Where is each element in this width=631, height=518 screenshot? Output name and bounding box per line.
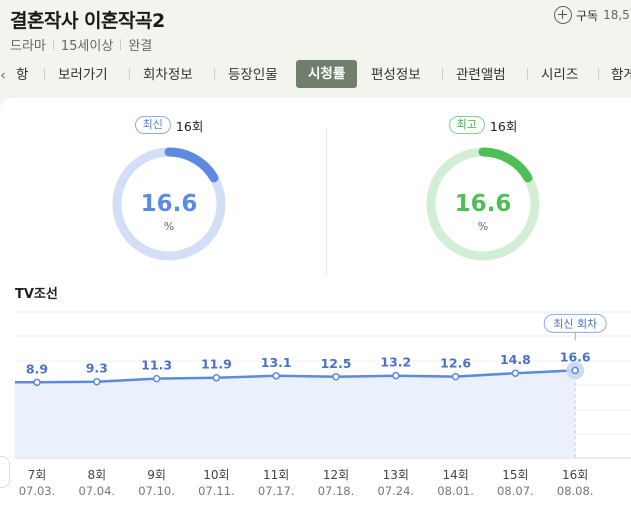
data-label: 16.6	[560, 349, 591, 364]
best-episode: 16회	[489, 118, 518, 134]
program-meta: 드라마 15세이상 완결	[10, 35, 152, 54]
card-divider	[326, 128, 327, 276]
tab-divider	[527, 68, 528, 81]
x-tick-label: 14회	[442, 468, 469, 482]
tab-schedule[interactable]: 편성정보	[371, 67, 421, 83]
latest-callout-label: 최신 회차	[553, 317, 597, 330]
latest-badge: 최신	[134, 116, 171, 134]
tab-partial[interactable]: 항	[16, 67, 29, 83]
tab-divider	[44, 68, 45, 81]
age-rating-label: 15세이상	[60, 39, 114, 54]
data-point	[332, 373, 340, 381]
x-tick-date: 08.07.	[497, 484, 534, 498]
tab-divider	[598, 68, 599, 81]
data-point	[33, 378, 41, 387]
tab-episode-info[interactable]: 회차정보	[143, 67, 193, 83]
meta-divider	[120, 39, 122, 50]
tab-divider	[442, 68, 443, 81]
x-tick-label: 13회	[382, 468, 409, 482]
best-badge: 최고	[448, 116, 485, 134]
subscribe-button[interactable]: 구독 18,5	[554, 6, 630, 24]
latest-rating-header: 최신 16회	[89, 115, 249, 135]
x-tick-label: 10회	[203, 468, 230, 482]
data-point	[571, 366, 579, 375]
program-title: 결혼작사 이혼작곡2	[10, 10, 165, 32]
tab-watch[interactable]: 보러가기	[58, 67, 108, 83]
data-label: 14.8	[500, 352, 531, 367]
data-point	[93, 377, 101, 386]
x-tick-date: 07.04.	[78, 484, 116, 498]
data-label: 12.5	[321, 356, 352, 371]
subscribe-label: 구독	[576, 8, 599, 23]
data-label: 13.2	[380, 355, 411, 370]
x-tick-date: 08.08.	[556, 484, 594, 498]
chevron-left-icon[interactable]: ‹	[0, 66, 6, 84]
latest-donut: 16.6 %	[112, 147, 226, 261]
x-tick-date: 07.17.	[257, 484, 295, 498]
x-tick-label: 8회	[87, 468, 107, 482]
program-header: 결혼작사 이혼작곡2 드라마 15세이상 완결 구독 18,5 ‹ 항 보러가기…	[0, 0, 631, 98]
tab-divider	[129, 68, 130, 81]
data-point	[212, 373, 221, 382]
best-donut: 16.6 %	[426, 147, 540, 261]
latest-rating-value: 16.6	[141, 191, 198, 217]
latest-rating-unit: %	[164, 220, 174, 233]
data-label: 11.3	[141, 358, 172, 373]
x-tick-label: 15회	[502, 468, 529, 482]
tab-series[interactable]: 시리즈	[541, 67, 579, 83]
data-label: 12.6	[440, 356, 471, 371]
tab-divider	[214, 68, 215, 81]
x-tick-date: 07.24.	[377, 484, 415, 498]
tab-ratings[interactable]: 시청률	[296, 60, 358, 88]
x-tick-label: 9회	[147, 468, 166, 482]
x-tick-date: 07.03.	[18, 484, 56, 498]
x-tick-date: 08.01.	[437, 484, 474, 498]
best-rating-unit: %	[478, 220, 488, 233]
x-tick-label: 12회	[322, 468, 350, 482]
x-tick-date: 07.18.	[317, 484, 355, 498]
data-label: 13.1	[261, 355, 292, 370]
best-donut-arc	[426, 147, 540, 261]
x-tick-label: 16회	[562, 468, 589, 482]
data-label: 11.9	[201, 357, 232, 372]
data-point	[511, 369, 520, 377]
tab-more[interactable]: 함게	[611, 67, 631, 83]
x-tick-label: 7회	[27, 468, 47, 482]
meta-divider	[52, 39, 54, 50]
data-label: 9.3	[86, 361, 108, 376]
tab-albums[interactable]: 관련앨범	[456, 67, 506, 83]
area-fill	[15, 370, 576, 458]
latest-episode: 16회	[175, 118, 204, 134]
tab-cast[interactable]: 등장인물	[228, 67, 278, 83]
best-rating-value: 16.6	[455, 191, 512, 217]
data-point	[272, 372, 280, 380]
data-point	[152, 374, 161, 383]
broadcast-status-label: 완결	[128, 39, 153, 54]
best-rating-header: 최고 16회	[403, 115, 563, 135]
subscribe-count: 18,5	[603, 8, 630, 22]
data-point	[451, 372, 460, 381]
tab-bar: ‹ 항 보러가기 회차정보 등장인물 시청률 편성정보 관련앨범 시리즈 함게	[0, 58, 631, 90]
channel-title: TV조선	[15, 287, 58, 302]
x-tick-label: 11회	[263, 468, 290, 482]
plus-circle-icon	[554, 6, 572, 24]
x-tick-date: 07.11.	[198, 484, 235, 498]
genre-label: 드라마	[10, 39, 46, 54]
best-rating-card: 최고 16회 16.6 %	[403, 115, 563, 269]
latest-rating-card: 최신 16회 16.6 %	[89, 115, 249, 269]
latest-donut-arc	[112, 147, 226, 261]
data-label: 8.9	[26, 361, 48, 376]
data-point	[392, 371, 400, 380]
x-tick-date: 07.10.	[138, 484, 175, 498]
